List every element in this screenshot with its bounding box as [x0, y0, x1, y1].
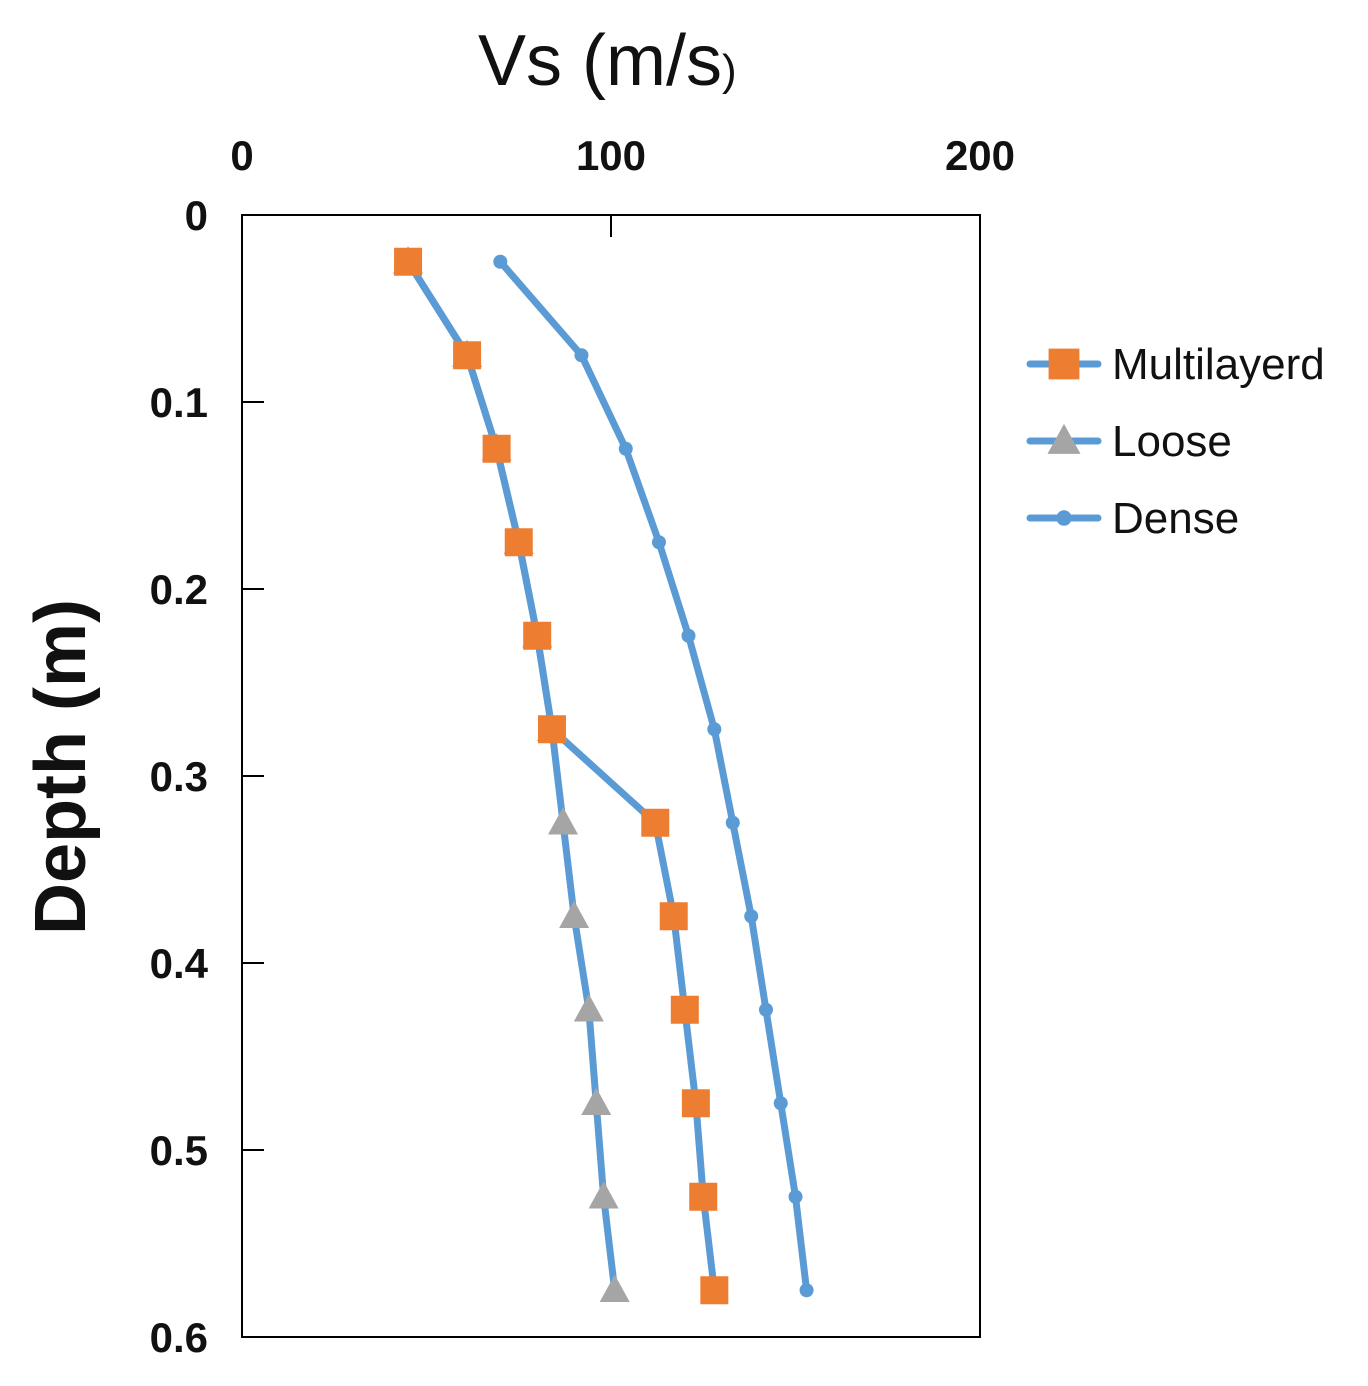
series-layer — [393, 246, 814, 1305]
data-point-loose — [588, 1181, 619, 1209]
data-point-dense — [744, 909, 759, 924]
data-point-dense — [758, 1002, 773, 1017]
series-line-loose — [404, 258, 619, 1294]
y-tick-label: 0.1 — [150, 379, 208, 426]
y-tick-label: 0 — [185, 192, 208, 239]
data-point-dense — [681, 628, 696, 643]
data-point-dense — [493, 254, 508, 269]
legend-marker — [1048, 348, 1080, 380]
data-point-multilayerd — [659, 902, 688, 931]
legend-marker — [1056, 510, 1072, 526]
y-tick-label: 0.6 — [150, 1314, 208, 1361]
x-tick-label: 100 — [576, 132, 646, 179]
data-point-multilayerd — [641, 808, 670, 837]
data-point-dense — [574, 348, 589, 363]
x-axis-title: Vs (m/s) — [478, 21, 737, 101]
plot-area-frame — [241, 214, 981, 1338]
data-point-dense — [799, 1283, 814, 1298]
y-tick-label: 0.3 — [150, 753, 208, 800]
legend-label: Loose — [1112, 417, 1232, 466]
data-point-multilayerd — [670, 995, 699, 1024]
data-point-multilayerd — [453, 341, 482, 370]
legend-label: Multilayerd — [1112, 340, 1325, 389]
y-axis-ticks: 0 0.1 0.2 0.3 0.4 0.5 0.6 — [150, 192, 264, 1361]
y-axis-title: Depth (m) — [21, 599, 101, 935]
legend-marker — [1047, 423, 1081, 454]
data-point-loose — [599, 1274, 630, 1302]
series-line-dense — [496, 258, 811, 1294]
data-point-multilayerd — [681, 1089, 710, 1118]
data-point-loose — [559, 900, 590, 928]
data-point-multilayerd — [700, 1276, 729, 1305]
data-point-loose — [548, 807, 579, 835]
data-point-dense — [788, 1189, 803, 1204]
data-point-multilayerd — [482, 434, 511, 463]
series-line-multilayerd — [404, 258, 718, 1294]
x-tick-label: 0 — [230, 132, 253, 179]
data-point-loose — [573, 994, 604, 1022]
data-point-dense — [651, 535, 666, 550]
x-tick-label: 200 — [945, 132, 1015, 179]
y-tick-label: 0.4 — [150, 940, 209, 987]
data-point-dense — [773, 1096, 788, 1111]
y-tick-label: 0.2 — [150, 566, 208, 613]
data-point-multilayerd — [504, 528, 533, 557]
data-point-dense — [725, 815, 740, 830]
y-tick-label: 0.5 — [150, 1127, 208, 1174]
data-point-multilayerd — [689, 1182, 718, 1211]
x-axis-title-close: ) — [722, 46, 737, 95]
legend-label: Dense — [1112, 494, 1239, 543]
data-point-dense — [707, 722, 722, 737]
x-axis-ticks: 0 100 200 — [230, 132, 1015, 237]
data-point-dense — [618, 441, 633, 456]
data-point-multilayerd — [523, 621, 552, 650]
data-point-multilayerd — [537, 715, 566, 744]
data-point-multilayerd — [394, 247, 423, 276]
x-axis-title-main: Vs (m/s — [478, 21, 722, 101]
data-point-loose — [581, 1087, 612, 1115]
legend: Multilayerd Loose Dense — [1026, 340, 1325, 543]
